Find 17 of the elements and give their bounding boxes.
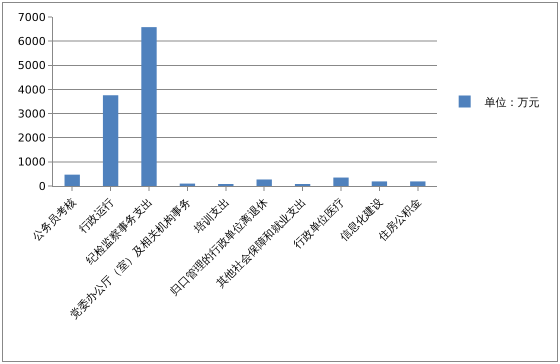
y-tick-label: 4000 [18,83,46,96]
bar [141,27,157,186]
bar [102,95,118,186]
legend-label: 单位：万元 [484,96,540,109]
y-tick-label: 0 [38,180,46,193]
y-tick-label: 7000 [18,10,46,24]
y-tick-label: 6000 [18,34,46,48]
y-tick-label: 1000 [18,156,46,169]
bar [64,174,80,186]
bar [372,181,388,186]
y-tick-label: 2000 [18,132,46,145]
bar [333,178,349,186]
bar [410,181,426,186]
y-tick-label: 3000 [18,107,46,120]
y-tick-label: 5000 [18,59,46,72]
x-tick-label: 公务员考核 [30,196,78,244]
bar [256,179,272,186]
